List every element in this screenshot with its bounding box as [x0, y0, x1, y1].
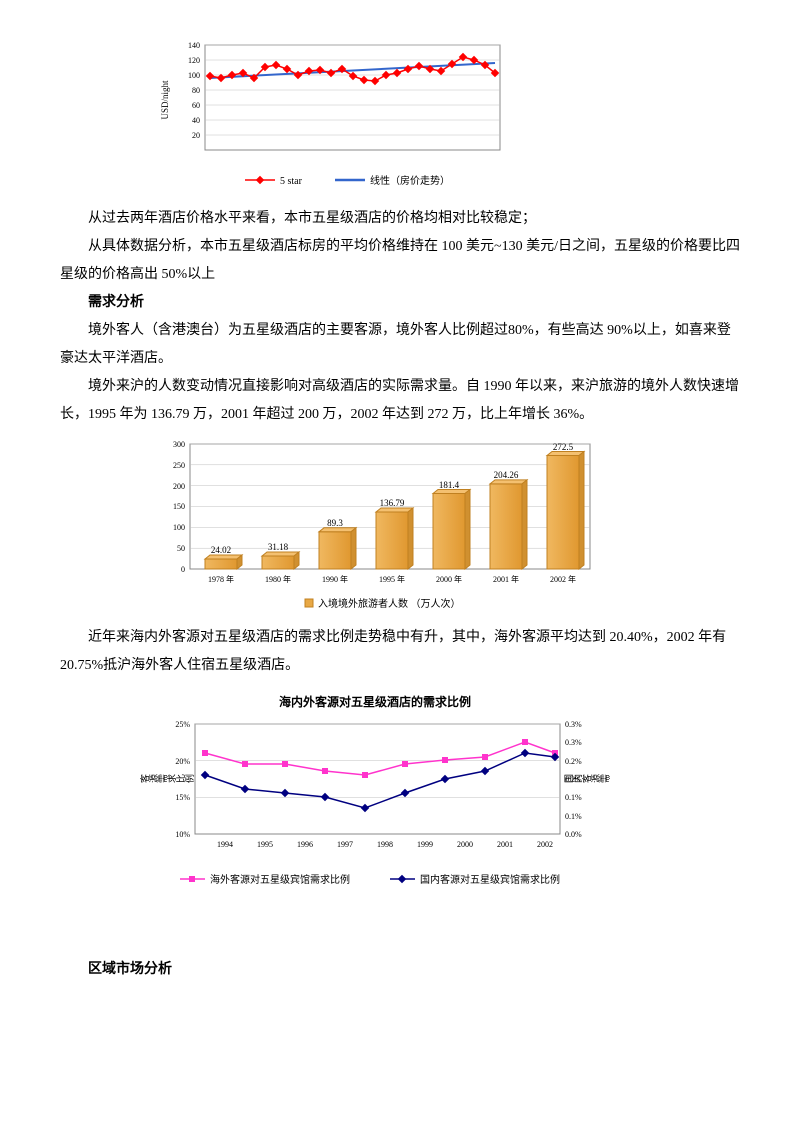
svg-text:300: 300	[173, 440, 185, 449]
svg-text:1998: 1998	[377, 840, 393, 849]
svg-text:250: 250	[173, 461, 185, 470]
svg-text:1995: 1995	[257, 840, 273, 849]
svg-text:140: 140	[188, 41, 200, 50]
svg-text:15%: 15%	[175, 793, 190, 802]
paragraph-1: 从过去两年酒店价格水平来看，本市五星级酒店的价格均相对比较稳定；	[60, 205, 740, 233]
heading-regional: 区域市场分析	[60, 956, 740, 984]
svg-text:0.2%: 0.2%	[565, 757, 582, 766]
svg-text:0.1%: 0.1%	[565, 793, 582, 802]
svg-text:1990 年: 1990 年	[322, 574, 348, 584]
yaxis-left-label: 海外客源需求比例	[140, 774, 195, 784]
svg-text:1980 年: 1980 年	[265, 574, 291, 584]
svg-text:1994: 1994	[217, 840, 233, 849]
svg-text:100: 100	[188, 71, 200, 80]
legend-overseas: 海外客源对五星级宾馆需求比例	[210, 873, 350, 886]
svg-text:20%: 20%	[175, 757, 190, 766]
svg-text:20: 20	[192, 131, 200, 140]
svg-text:40: 40	[192, 116, 200, 125]
svg-text:25%: 25%	[175, 720, 190, 729]
svg-text:0.3%: 0.3%	[565, 720, 582, 729]
svg-text:136.79: 136.79	[380, 498, 405, 508]
svg-text:0.1%: 0.1%	[565, 812, 582, 821]
tourist-bar-chart: 0 50 100 150 200 250 300 24.02 31.18 89.…	[150, 439, 600, 614]
bar-legend-label: 入境境外旅游者人数 （万人次）	[318, 597, 461, 610]
svg-text:1978 年: 1978 年	[208, 574, 234, 584]
svg-text:272.5: 272.5	[553, 442, 574, 452]
paragraph-2: 从具体数据分析，本市五星级酒店标房的平均价格维持在 100 美元~130 美元/…	[60, 233, 740, 289]
svg-text:0.3%: 0.3%	[565, 738, 582, 747]
yaxis-right-label: 国内客源需求比例	[564, 774, 610, 784]
svg-text:0.0%: 0.0%	[565, 830, 582, 839]
svg-text:100: 100	[173, 523, 185, 532]
svg-text:150: 150	[173, 502, 185, 511]
svg-text:200: 200	[173, 482, 185, 491]
price-trend-chart: 140 120 100 80 60 40 20 USD/night 5 star…	[150, 40, 510, 195]
paragraph-3: 境外客人（含港澳台）为五星级酒店的主要客源，境外客人比例超过80%，有些高达 9…	[60, 317, 740, 373]
svg-text:0: 0	[181, 565, 185, 574]
legend-5star: 5 star	[280, 176, 303, 187]
heading-demand: 需求分析	[60, 289, 740, 317]
svg-text:2001: 2001	[497, 840, 513, 849]
svg-text:2001 年: 2001 年	[493, 574, 519, 584]
demand-ratio-chart: 海内外客源对五星级酒店的需求比例 10% 15% 20% 25% 0.0% 0.…	[140, 690, 610, 890]
svg-text:10%: 10%	[175, 830, 190, 839]
svg-text:181.4: 181.4	[439, 480, 460, 490]
svg-text:2002: 2002	[537, 840, 553, 849]
svg-text:1996: 1996	[297, 840, 313, 849]
svg-text:1997: 1997	[337, 840, 353, 849]
paragraph-5: 近年来海内外客源对五星级酒店的需求比例走势稳中有升，其中，海外客源平均达到 20…	[60, 624, 740, 680]
svg-text:80: 80	[192, 86, 200, 95]
svg-text:50: 50	[177, 544, 185, 553]
yaxis-label: USD/night	[160, 80, 170, 120]
svg-text:1999: 1999	[417, 840, 433, 849]
svg-text:120: 120	[188, 56, 200, 65]
svg-text:89.3: 89.3	[327, 518, 343, 528]
legend-trend: 线性（房价走势）	[370, 174, 450, 187]
svg-text:31.18: 31.18	[268, 542, 289, 552]
svg-text:204.26: 204.26	[494, 470, 519, 480]
legend-domestic: 国内客源对五星级宾馆需求比例	[420, 873, 560, 886]
chart3-title: 海内外客源对五星级酒店的需求比例	[140, 690, 610, 714]
svg-text:2002 年: 2002 年	[550, 574, 576, 584]
paragraph-4: 境外来沪的人数变动情况直接影响对高级酒店的实际需求量。自 1990 年以来，来沪…	[60, 373, 740, 429]
svg-text:60: 60	[192, 101, 200, 110]
svg-text:1995 年: 1995 年	[379, 574, 405, 584]
svg-text:2000: 2000	[457, 840, 473, 849]
svg-text:24.02: 24.02	[211, 545, 231, 555]
svg-text:2000 年: 2000 年	[436, 574, 462, 584]
